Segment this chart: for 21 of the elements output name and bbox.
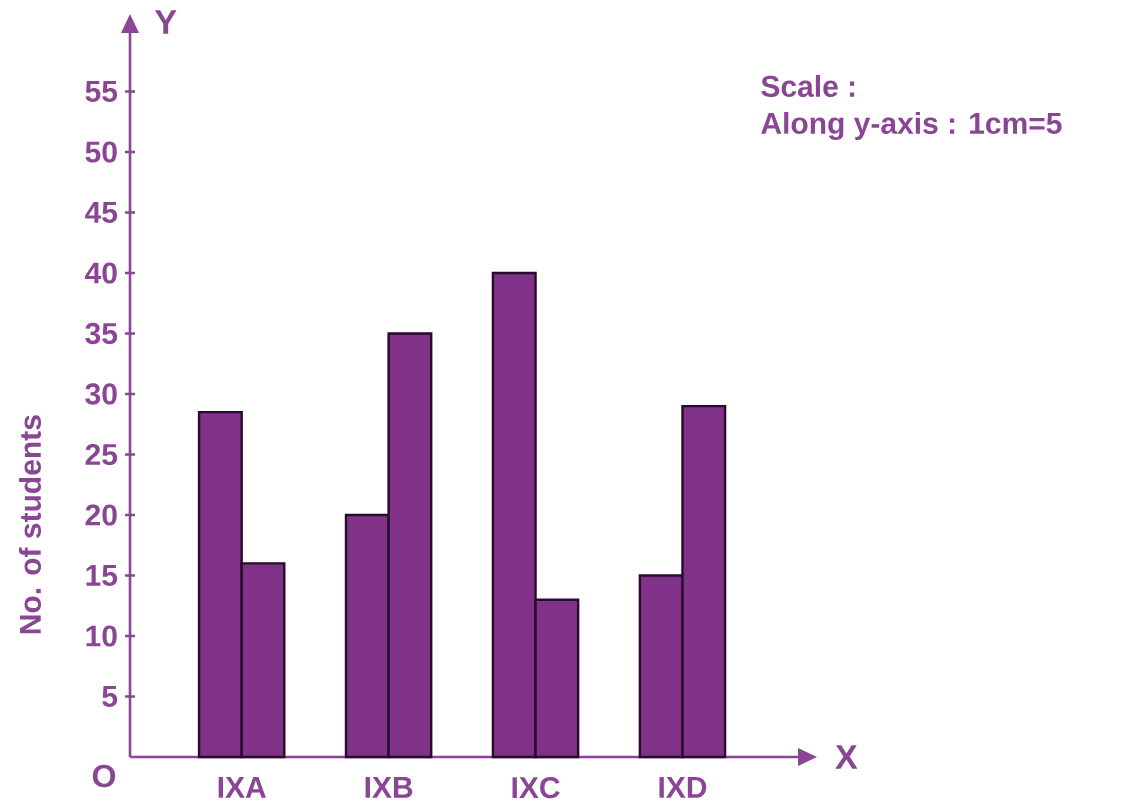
y-axis-title: No. of students [18,415,41,634]
y-tick-label: 50 [85,141,117,163]
y-tick-label: 35 [85,322,118,345]
y-tick-label: 40 [85,262,117,284]
x-tick-label: IXC [512,777,560,799]
y-tick-label: 45 [85,202,118,223]
x-tick-label: IXB [365,777,413,798]
y-tick-label: 25 [85,443,118,466]
text: O [92,764,116,788]
annotation: Scale : [761,74,855,97]
x-axis-title: X [835,745,858,769]
annotation: Along y-axis : 1cm=5 [761,111,1062,141]
x-tick-label: IXA [218,777,266,798]
annotation: Y [154,10,177,34]
y-tick-label: 20 [85,504,117,526]
y-tick-label: 5 [102,686,118,707]
y-tick-label: 15 [86,565,118,586]
y-tick-label: 30 [85,383,117,405]
y-tick-label: 55 [85,81,118,102]
y-tick-label: 10 [86,625,117,647]
x-tick-label: IXD [659,777,707,798]
